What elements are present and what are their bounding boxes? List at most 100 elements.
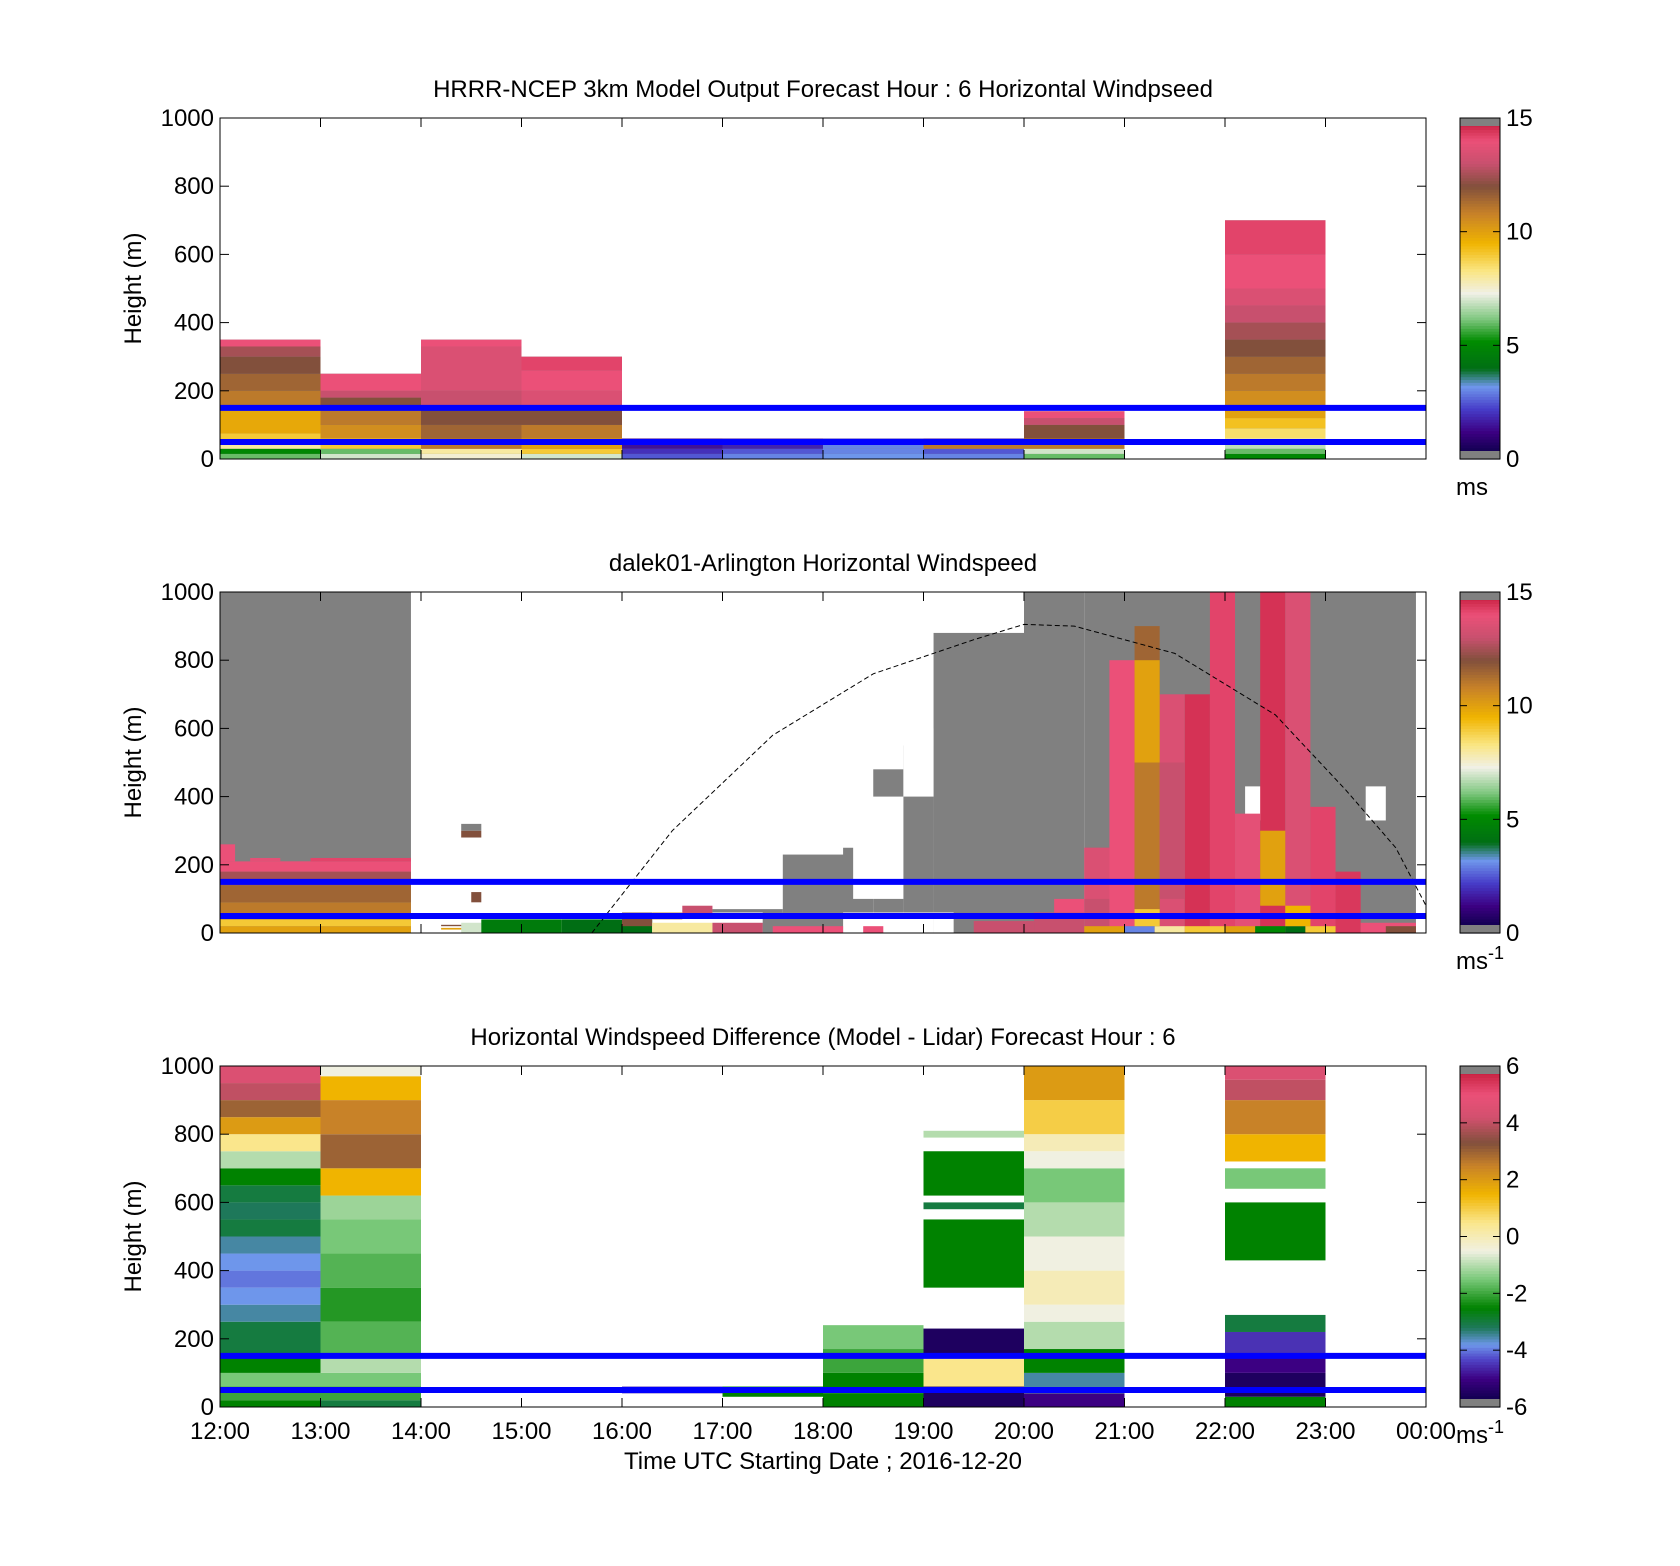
data-cell (1024, 448, 1125, 454)
colorbar-cell (1460, 1358, 1500, 1363)
colorbar-cell (1460, 901, 1500, 906)
data-cell (320, 1195, 421, 1220)
colorbar-cell (1460, 314, 1500, 318)
data-cell (461, 823, 482, 831)
colorbar-cell (1460, 1156, 1500, 1161)
colorbar-cell (1460, 171, 1500, 176)
colorbar-cell (1460, 887, 1500, 891)
colorbar-cell (1460, 1196, 1500, 1201)
colorbar-cell (1460, 1321, 1500, 1326)
data-cell (953, 892, 984, 906)
data-cell (220, 1270, 321, 1288)
colorbar-cell (1460, 1330, 1500, 1334)
colorbar-cell (1460, 328, 1500, 332)
data-cell (1225, 443, 1326, 449)
panel-title: HRRR-NCEP 3km Model Output Forecast Hour… (433, 76, 1213, 103)
colorbar-cell (1460, 881, 1500, 886)
colorbar-cell (1460, 856, 1500, 860)
colorbar-cell (1460, 915, 1500, 920)
data-cell (320, 1321, 421, 1356)
colorbar-cell (1460, 297, 1500, 301)
colorbar-cell (1460, 1293, 1500, 1297)
data-cell (622, 453, 723, 459)
colorbar-cell (1460, 444, 1500, 449)
data-cell (823, 1349, 924, 1373)
data-cell (220, 407, 321, 434)
colorbar-tick-label: 2 (1506, 1167, 1519, 1194)
x-axis-label: Time UTC Starting Date ; 2016-12-20 (624, 1448, 1022, 1475)
data-cell (1124, 926, 1155, 933)
colorbar-cell (1460, 1281, 1500, 1286)
colorbar-cell (1460, 268, 1500, 273)
colorbar-cell (1460, 745, 1500, 749)
data-cell (1225, 1079, 1326, 1101)
colorbar-cell (1460, 756, 1500, 761)
colorbar-cell (1460, 663, 1500, 667)
colorbar-cell (1460, 154, 1500, 159)
colorbar-cell (1460, 240, 1500, 244)
colorbar-tick-label: 0 (1506, 446, 1519, 473)
colorbar-cell (1460, 1171, 1500, 1175)
colorbar-cell (1460, 910, 1500, 914)
data-cell (863, 926, 884, 933)
colorbar-cell (1460, 402, 1500, 406)
colorbar-tick-label: 5 (1506, 332, 1519, 359)
colorbar-cell (1460, 682, 1500, 687)
colorbar-cell (1460, 842, 1500, 846)
colorbar-cell (1460, 785, 1500, 789)
colorbar-cell (1460, 1128, 1500, 1132)
y-tick-label: 400 (174, 310, 214, 337)
colorbar-cell (1460, 1350, 1500, 1354)
data-cell (220, 1117, 321, 1135)
colorbar-cell (1460, 1119, 1500, 1124)
data-cell (320, 407, 421, 425)
colorbar-cell (1460, 850, 1500, 855)
colorbar-cell (1460, 1395, 1500, 1400)
data-cell (923, 1355, 1024, 1387)
colorbar-cell (1460, 413, 1500, 417)
colorbar-cell (1460, 1236, 1500, 1240)
colorbar-cell (1460, 847, 1500, 852)
colorbar-cell (1460, 424, 1500, 429)
colorbar-cell (1460, 257, 1500, 261)
data-cell (320, 1076, 421, 1101)
colorbar-cell (1460, 665, 1500, 670)
panel-title: dalek01-Arlington Horizontal Windspeed (609, 550, 1037, 577)
colorbar-cell (1460, 822, 1500, 826)
colorbar-cell (1460, 830, 1500, 835)
colorbar-cell (1460, 271, 1500, 275)
data-cell (722, 453, 823, 459)
colorbar-cell (1460, 833, 1500, 837)
colorbar-cell (1460, 1137, 1500, 1141)
colorbar-cell (1460, 759, 1500, 764)
data-cell (461, 922, 482, 933)
data-cell (923, 1219, 1024, 1288)
colorbar-cell (1460, 427, 1500, 432)
data-cell (823, 448, 924, 454)
data-cell (1225, 1355, 1326, 1373)
colorbar-cell (1460, 765, 1500, 769)
colorbar-cap (1460, 118, 1500, 126)
data-cell (320, 1066, 421, 1077)
data-cell (421, 346, 522, 391)
colorbar-cell (1460, 643, 1500, 647)
colorbar-cell (1460, 859, 1500, 863)
colorbar-cell (1460, 1227, 1500, 1232)
colorbar-cell (1460, 390, 1500, 395)
colorbar-tick-label: 10 (1506, 219, 1533, 246)
colorbar-cell (1460, 1100, 1500, 1104)
colorbar-cell (1460, 1287, 1500, 1292)
colorbar: 0 5 10 15 ms-1 (1456, 579, 1533, 975)
colorbar-cell (1460, 217, 1500, 221)
data-cell (220, 1236, 321, 1254)
data-cell (1024, 424, 1125, 439)
y-axis-label: Height (m) (120, 1180, 147, 1292)
colorbar-cell (1460, 416, 1500, 420)
colorbar-cell (1460, 135, 1500, 139)
colorbar-cell (1460, 149, 1500, 153)
data-cell (220, 926, 411, 933)
data-cell (1209, 592, 1236, 933)
colorbar-cell (1460, 640, 1500, 644)
colorbar-cell (1460, 1370, 1500, 1374)
x-tick-label: 22:00 (1195, 1418, 1255, 1445)
